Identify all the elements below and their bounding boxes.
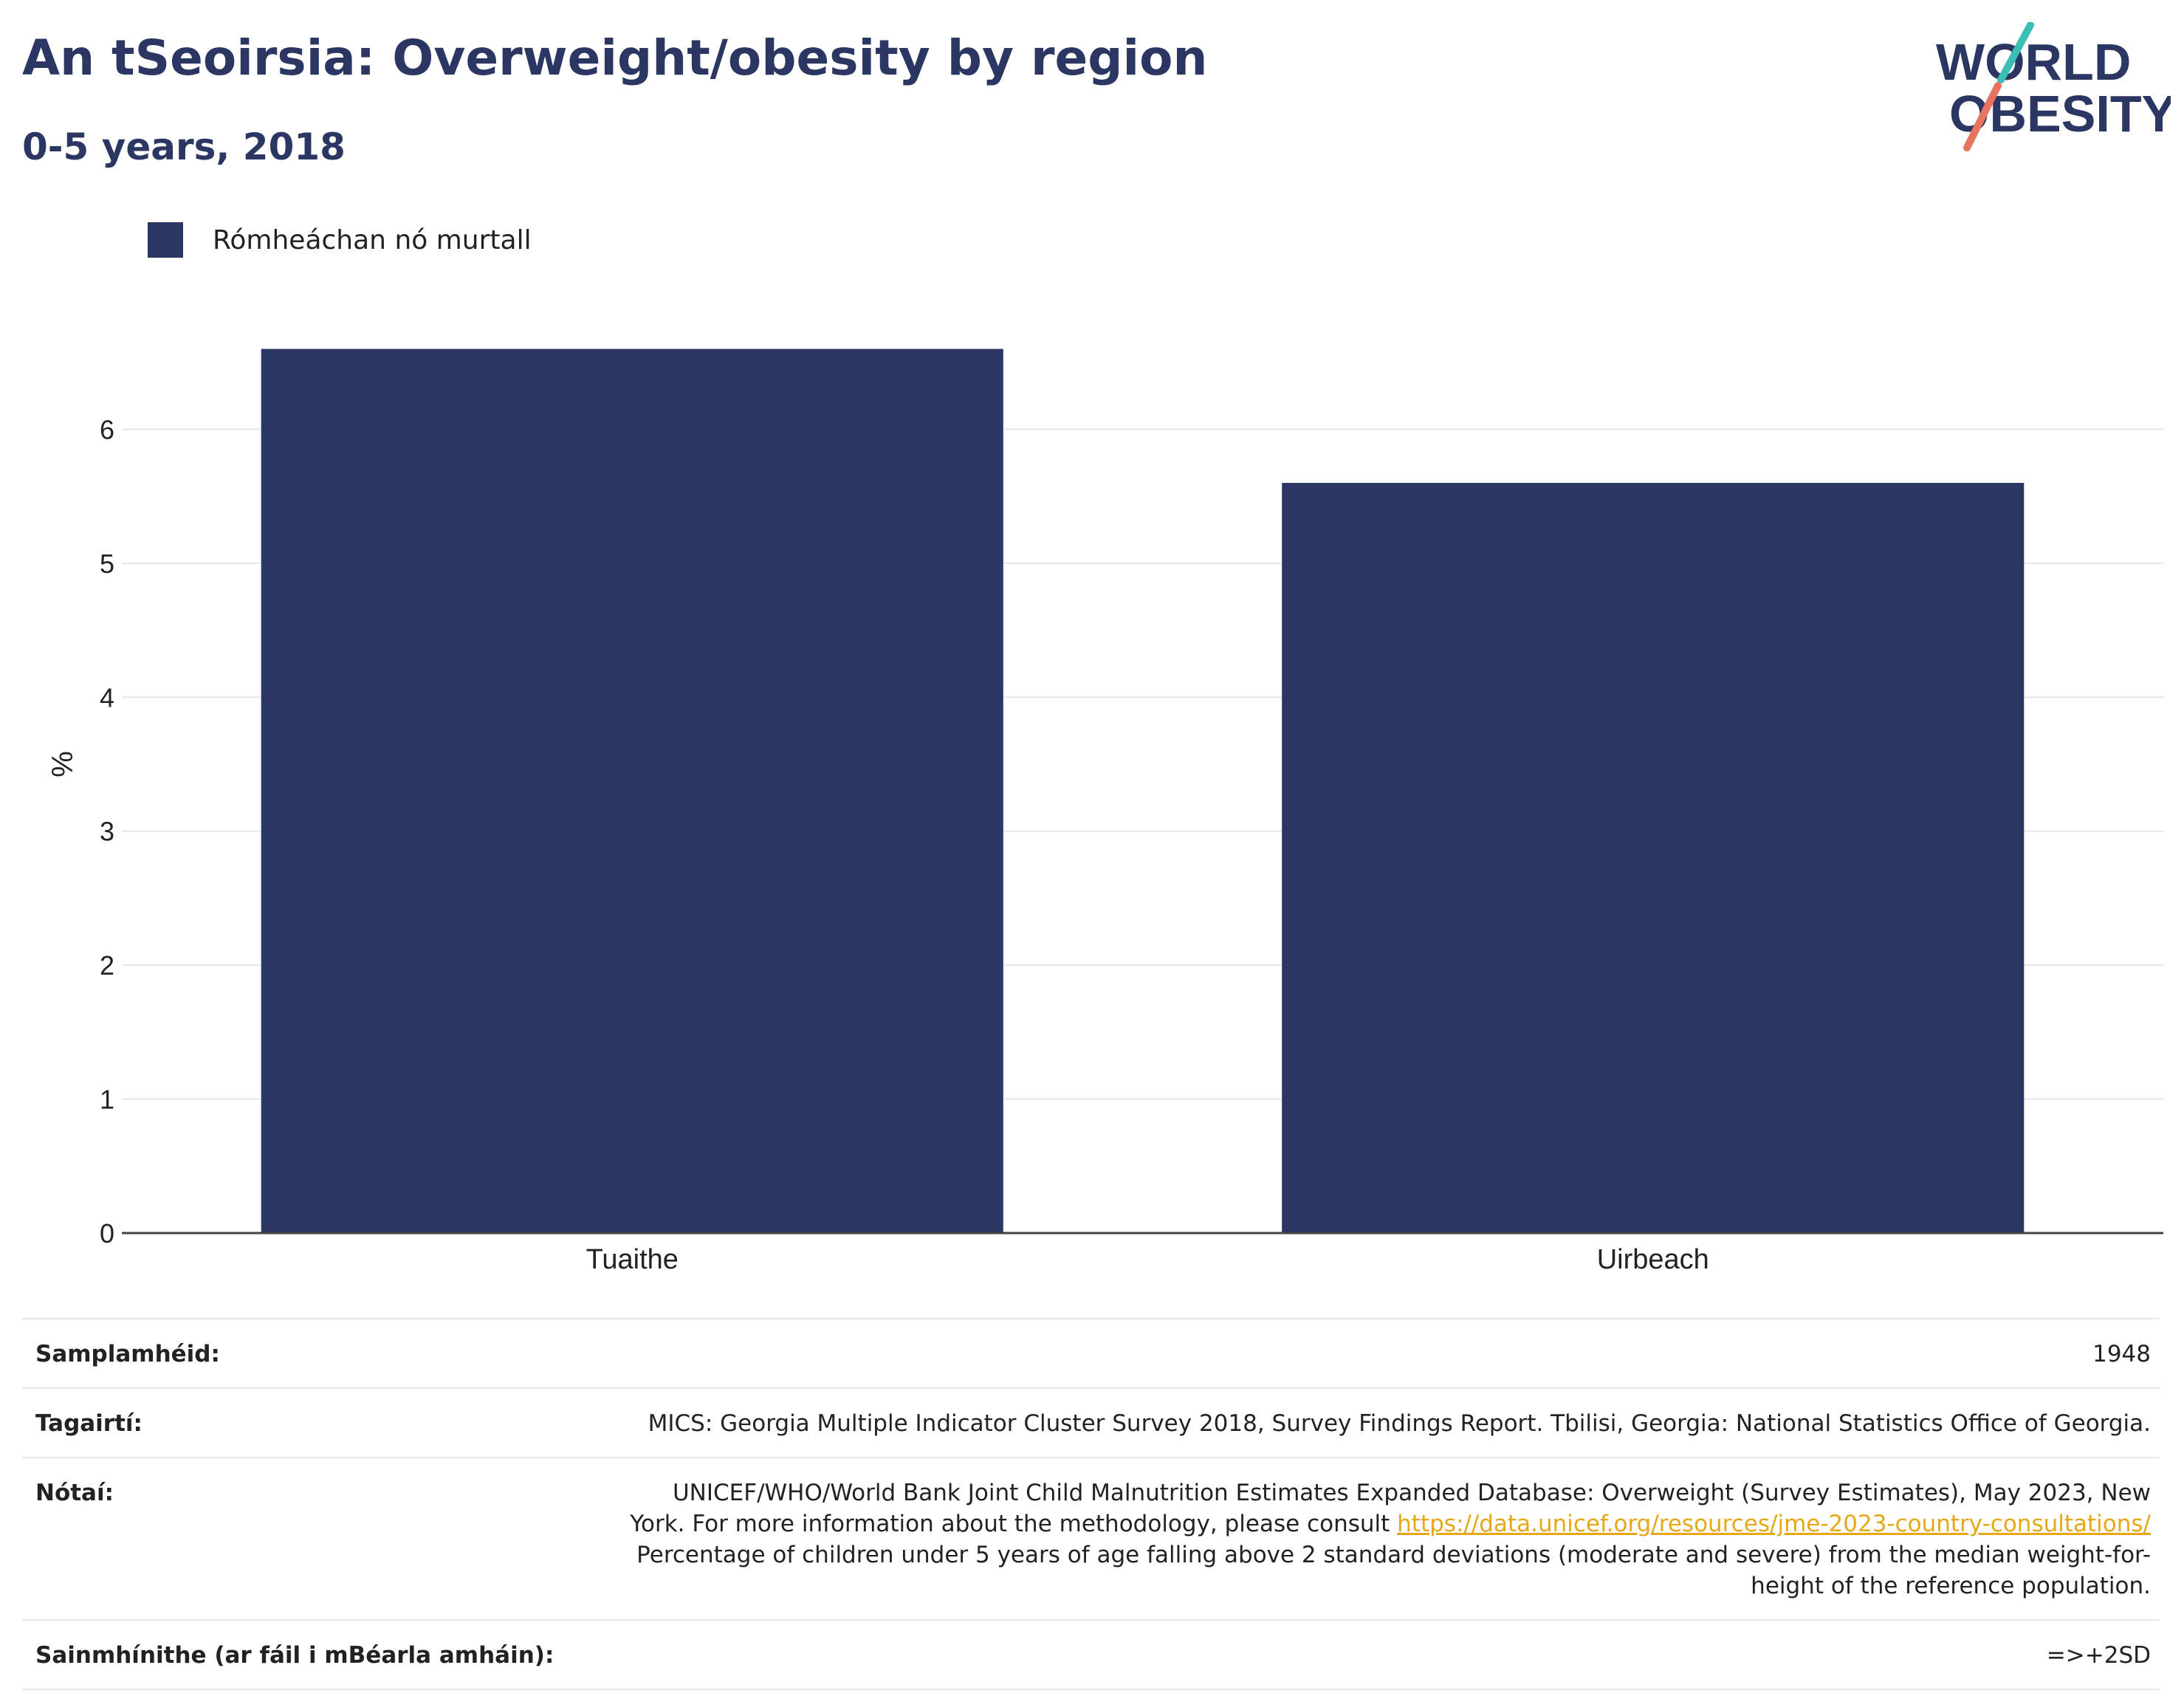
notes-text-2: Percentage of children under 5 years of …	[636, 1542, 2151, 1599]
axes: 0 1 2 3 4 5 6 Tuaithe Uirbeach%	[45, 414, 2163, 1275]
info-row-references: Tagairtí: MICS: Georgia Multiple Indicat…	[22, 1389, 2160, 1458]
methodology-link[interactable]: https://data.unicef.org/resources/jme-20…	[1397, 1511, 2151, 1537]
info-row-definitions: Sainmhínithe (ar fáil i mBéarla amháin):…	[22, 1621, 2160, 1690]
x-tick-label: Tuaithe	[586, 1244, 679, 1275]
bar-chart: 0 1 2 3 4 5 6 Tuaithe Uirbeach%	[45, 349, 2163, 1275]
bar	[1282, 483, 2025, 1233]
y-tick-label: 1	[100, 1085, 114, 1115]
x-tick-label: Uirbeach	[1597, 1244, 1709, 1275]
y-tick-label: 3	[100, 817, 114, 847]
y-tick-label: 0	[100, 1218, 114, 1249]
info-table: Samplamhéid: 1948 Tagairtí: MICS: Georgi…	[22, 1318, 2160, 1690]
y-tick-label: 4	[100, 682, 114, 713]
notes-label: Nótaí:	[35, 1480, 114, 1506]
y-tick-label: 2	[100, 950, 114, 981]
notes-value: UNICEF/WHO/World Bank Joint Child Malnut…	[630, 1477, 2151, 1601]
chart-subtitle: 0-5 years, 2018	[22, 126, 346, 168]
bars	[261, 349, 2025, 1233]
y-tick-label: 5	[100, 549, 114, 579]
logo-slash-top	[1997, 22, 2034, 83]
bar	[261, 349, 1003, 1233]
sample-size-value: 1948	[2092, 1341, 2151, 1367]
logo-slash-bottom	[1963, 82, 2002, 151]
legend-label: Rómheáchan nó murtall	[213, 224, 532, 255]
logo-word-world: WORLD	[1936, 33, 2131, 91]
notes-text-1: UNICEF/WHO/World Bank Joint Child Malnut…	[630, 1480, 2151, 1537]
chart-title: An tSeoirsia: Overweight/obesity by regi…	[22, 30, 1208, 86]
world-obesity-logo: WORLD OBESITY	[1936, 22, 2171, 151]
references-label: Tagairtí:	[35, 1410, 142, 1437]
legend-swatch	[148, 222, 183, 258]
references-value: MICS: Georgia Multiple Indicator Cluster…	[648, 1410, 2151, 1437]
chart-legend[interactable]: Rómheáchan nó murtall	[148, 218, 532, 262]
definitions-value: =>+2SD	[2046, 1642, 2151, 1669]
sample-size-label: Samplamhéid:	[35, 1341, 220, 1367]
definitions-label: Sainmhínithe (ar fáil i mBéarla amháin):	[35, 1642, 554, 1669]
info-row-notes: Nótaí: UNICEF/WHO/World Bank Joint Child…	[22, 1458, 2160, 1621]
y-tick-label: 6	[100, 414, 114, 444]
info-row-sample-size: Samplamhéid: 1948	[22, 1319, 2160, 1389]
y-axis-label: %	[45, 751, 78, 777]
